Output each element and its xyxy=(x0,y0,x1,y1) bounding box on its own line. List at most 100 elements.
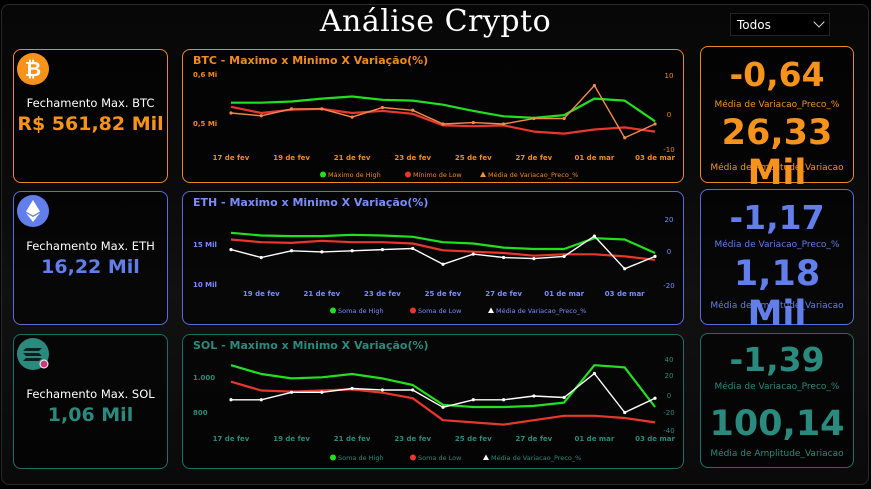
legend-marker xyxy=(410,454,416,461)
x-tick-label: 23 de fev xyxy=(394,154,431,162)
x-tick-label: 03 de mar xyxy=(605,290,645,298)
variation-point xyxy=(411,246,415,251)
x-tick-label: 03 de mar xyxy=(635,154,675,162)
btc-variation-value: -0,64 xyxy=(729,55,825,94)
variation-point xyxy=(229,111,233,115)
eth-amplitude-label: Média de Amplitude_Variacao xyxy=(710,301,844,311)
y-right-tick-label: -40 xyxy=(663,427,674,435)
variation-point xyxy=(229,248,233,252)
sol-line-chart: 1.000 800 40 20 0 -20 -40 17 de fev 19 de fev 21 … xyxy=(193,356,675,462)
btc-close-value: R$ 561,82 Mil xyxy=(17,113,164,135)
eth-kpi-panel: -1,17 Média de Variacao_Preco_% 1,18 Mil… xyxy=(700,189,854,334)
chevron-down-icon[interactable] xyxy=(813,16,825,28)
variation-point xyxy=(623,267,627,271)
svg-text:₿: ₿ xyxy=(25,57,41,81)
variation-point xyxy=(653,396,657,400)
series-line-Mínimo de Low xyxy=(230,105,656,135)
variation-point xyxy=(501,255,506,260)
legend-label: Média de Variacao_Preco_% xyxy=(488,171,578,179)
legend-label: Média de Variacao_Preco_% xyxy=(491,454,581,462)
variation-point xyxy=(562,116,566,121)
series-line-Soma de High xyxy=(230,364,656,409)
eth-chart-panel: ETH - Maximo x Minimo X Variação(%) 15 M… xyxy=(182,191,684,325)
variation-point xyxy=(471,398,475,402)
legend-marker xyxy=(320,171,326,178)
variation-point xyxy=(350,249,354,253)
variation-point xyxy=(623,136,627,140)
x-tick-label: 25 de fev xyxy=(425,290,462,298)
sol-amplitude-label: Média de Amplitude_Variacao xyxy=(710,449,844,459)
y-right-tick-label: -20 xyxy=(663,282,674,290)
y-right-tick-label: 40 xyxy=(665,356,674,364)
variation-point xyxy=(501,398,506,402)
y-right-tick-label: 20 xyxy=(665,216,674,224)
variation-point xyxy=(532,116,536,121)
y-right-tick-label: 10 xyxy=(665,72,674,80)
eth-close-value: 16,22 Mil xyxy=(41,256,140,278)
solana-icon xyxy=(17,338,49,370)
x-tick-label: 03 de mar xyxy=(635,435,675,443)
x-tick-label: 19 de fev xyxy=(273,435,310,443)
x-tick-label: 25 de fev xyxy=(455,435,492,443)
y-left-tick-label: 800 xyxy=(193,409,208,417)
series-line-Soma de High xyxy=(230,231,656,255)
x-tick-label: 19 de fev xyxy=(243,290,280,298)
btc-amplitude-value: 26,33 Mil xyxy=(721,113,833,193)
y-right-tick-label: 20 xyxy=(665,372,674,380)
y-left-tick-label: 1.000 xyxy=(193,374,215,382)
y-right-tick-label: -10 xyxy=(663,146,674,154)
sol-amplitude-value: 100,14 xyxy=(709,404,845,444)
eth-variation-label: Média de Variacao_Preco_% xyxy=(714,240,840,250)
variation-point xyxy=(380,105,385,110)
legend-marker xyxy=(488,307,494,313)
variation-point xyxy=(320,107,324,111)
variation-point xyxy=(289,107,294,111)
btc-chart-title: BTC - Maximo x Minimo X Variação(%) xyxy=(193,54,429,67)
x-tick-label: 17 de fev xyxy=(213,435,250,443)
variation-point xyxy=(229,398,233,402)
btc-kpi-panel: -0,64 Média de Variacao_Preco_% 26,33 Mi… xyxy=(700,46,854,193)
legend-marker xyxy=(410,307,416,314)
variation-point xyxy=(380,388,385,392)
legend-label: Média de Variacao_Preco_% xyxy=(496,307,586,315)
variation-point xyxy=(350,386,354,391)
x-tick-label: 01 de mar xyxy=(544,290,584,298)
variation-point xyxy=(259,398,263,402)
x-tick-label: 01 de mar xyxy=(575,435,615,443)
variation-point xyxy=(441,122,445,126)
sol-chart-panel: SOL - Maximo x Minimo X Variação(%) 1.00… xyxy=(182,334,684,469)
x-tick-label: 27 de fev xyxy=(485,290,522,298)
x-tick-label: 23 de fev xyxy=(394,435,431,443)
variation-point xyxy=(320,250,324,254)
btc-close-label: Fechamento Max. BTC xyxy=(26,96,155,110)
sol-kpi-panel: -1,39 Média de Variacao_Preco_% 100,14 M… xyxy=(700,333,854,468)
variation-point xyxy=(592,371,597,376)
variation-point xyxy=(592,83,597,88)
page-title: Análise Crypto xyxy=(319,4,552,39)
x-tick-label: 23 de fev xyxy=(364,290,401,298)
variation-point xyxy=(411,108,415,112)
legend-label: Soma de Low xyxy=(418,307,462,315)
y-right-tick-label: 0 xyxy=(667,248,671,256)
x-tick-label: 25 de fev xyxy=(455,154,492,162)
y-left-tick-label: 0,5 Mi xyxy=(193,120,217,128)
asset-filter-dropdown[interactable]: Todos xyxy=(730,13,830,36)
eth-amplitude-value: 1,18 Mil xyxy=(733,254,821,334)
variation-point xyxy=(441,405,445,409)
legend-marker xyxy=(405,171,411,178)
btc-chart-panel: BTC - Maximo x Minimo X Variação(%) 0,6 … xyxy=(182,49,684,183)
variation-point xyxy=(441,262,445,266)
eth-chart-title: ETH - Maximo x Minimo X Variação(%) xyxy=(193,196,429,209)
series-line-Máximo de High xyxy=(231,95,656,123)
variation-point xyxy=(471,121,475,125)
x-tick-label: 21 de fev xyxy=(334,435,371,443)
x-tick-label: 19 de fev xyxy=(273,154,310,162)
variation-point xyxy=(532,394,536,398)
legend-marker xyxy=(483,454,489,460)
variation-point xyxy=(289,390,294,394)
variation-point xyxy=(501,122,506,126)
variation-point xyxy=(411,388,415,392)
variation-point xyxy=(259,255,263,260)
sol-variation-value: -1,39 xyxy=(729,340,825,379)
legend-marker xyxy=(330,307,336,314)
